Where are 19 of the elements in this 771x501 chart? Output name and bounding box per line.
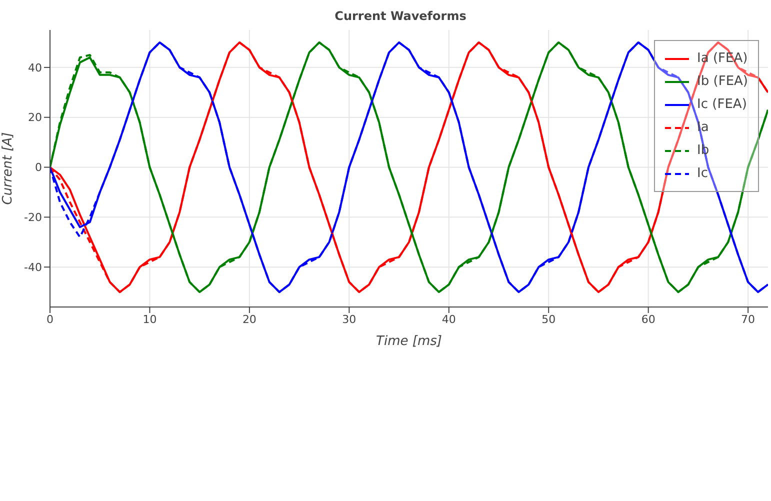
y-tick-label: -20 [24,211,42,224]
y-tick-label: 20 [28,111,42,124]
x-tick-label: 40 [442,312,456,326]
y-tick-label: -40 [24,260,42,274]
x-tick-label: 20 [242,312,256,326]
x-tick-label: 0 [46,312,54,326]
x-tick-label: 60 [641,312,656,326]
legend-label: Ib (FEA) [697,74,748,89]
y-tick-label: 0 [35,161,42,174]
chart-title: Current Waveforms [334,9,468,23]
y-axis-title: Current [A] [0,132,16,205]
y-tick-label: 40 [28,61,42,74]
x-tick-label: 30 [342,312,356,326]
x-tick-label: 70 [741,312,756,326]
x-tick-label: 10 [142,312,157,326]
x-axis-title: Time [ms] [376,334,442,349]
legend-label: Ic [697,166,708,181]
x-tick-label: 50 [542,312,556,326]
legend-label: Ic (FEA) [697,97,747,112]
